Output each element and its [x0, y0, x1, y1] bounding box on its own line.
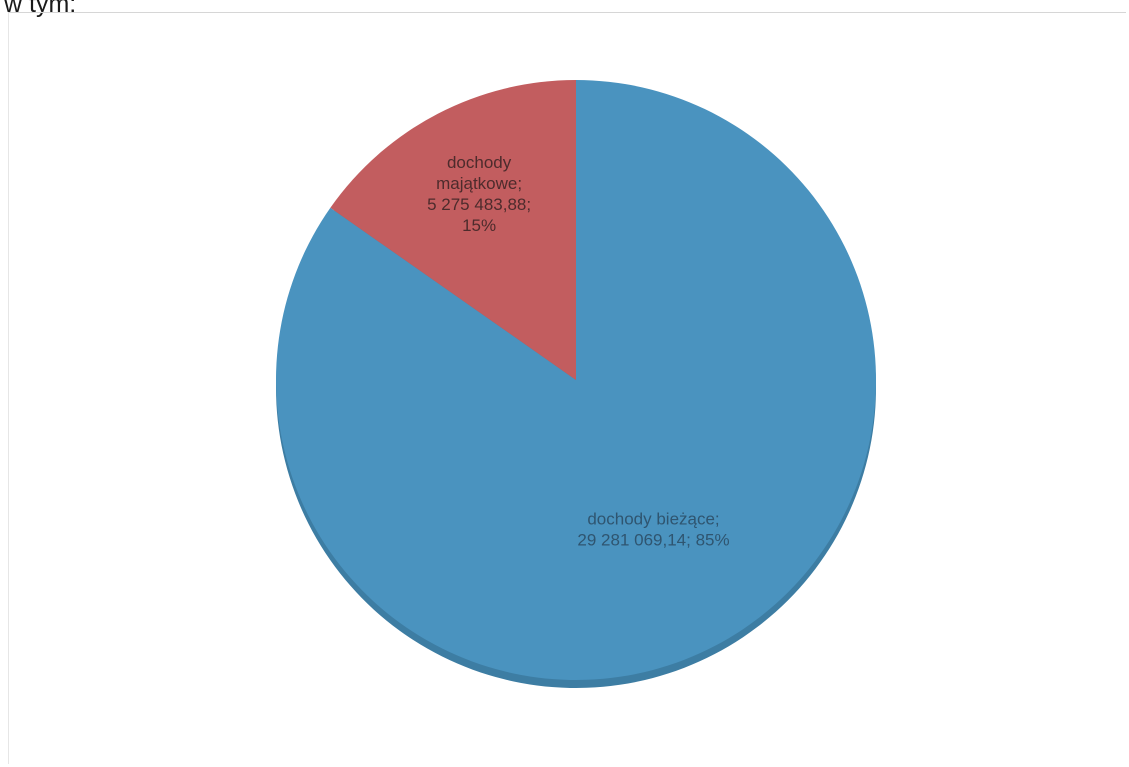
- data-label-line: 29 281 069,14; 85%: [577, 531, 729, 550]
- data-label-line: dochody bieżące;: [587, 510, 719, 529]
- pie-slice-majatkowe: [330, 80, 576, 380]
- data-label-line: majątkowe;: [436, 174, 522, 193]
- data-label-line: dochody: [447, 153, 512, 172]
- data-label-line: 15%: [462, 216, 496, 235]
- data-label-line: 5 275 483,88;: [427, 195, 531, 214]
- data-label-majatkowe: dochody majątkowe; 5 275 483,88; 15%: [427, 153, 531, 235]
- pie-labels: dochody bieżące; 29 281 069,14; 85%dochod…: [427, 153, 730, 549]
- chart-frame: [8, 12, 1126, 764]
- pie-slices: [275, 80, 877, 688]
- data-label-biezace: dochody bieżące; 29 281 069,14; 85%: [577, 510, 729, 550]
